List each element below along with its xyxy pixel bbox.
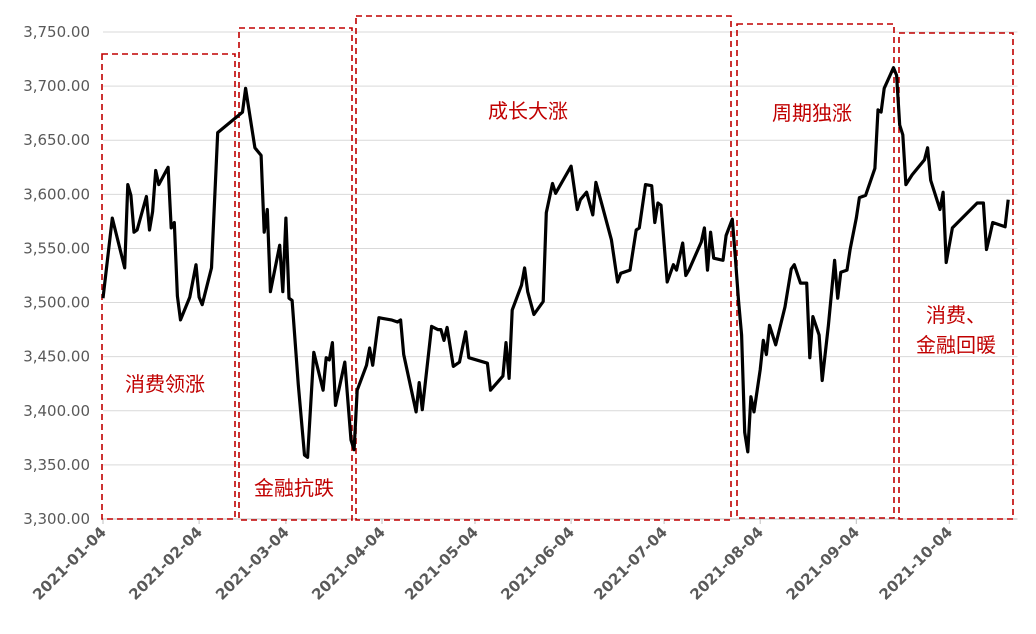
y-tick-label: 3,600.00 (23, 185, 90, 203)
annotation-box (355, 15, 732, 521)
y-tick-label: 3,450.00 (23, 348, 90, 366)
y-tick-label: 3,650.00 (23, 131, 90, 149)
y-tick-label: 3,750.00 (23, 23, 90, 41)
annotation-text: 金融回暖 (916, 333, 996, 357)
x-tick-label: 2021-02-04 (125, 523, 206, 604)
annotation-box (898, 32, 1014, 520)
x-tick-label: 2021-04-04 (308, 523, 389, 604)
x-tick-label: 2021-03-04 (212, 523, 293, 604)
y-tick-label: 3,300.00 (23, 510, 90, 528)
x-tick-label: 2021-10-04 (876, 523, 957, 604)
annotation-text: 金融抗跌 (254, 476, 334, 500)
x-tick-label: 2021-06-04 (497, 523, 578, 604)
annotation-box (101, 53, 236, 520)
price-line (101, 66, 1010, 459)
x-tick-label: 2021-07-04 (590, 523, 671, 604)
annotation-box (238, 27, 353, 521)
y-tick-label: 3,700.00 (23, 77, 90, 95)
x-tick-label: 2021-08-04 (686, 523, 767, 604)
annotation-text: 消费、 (926, 303, 986, 327)
annotation-text: 消费领涨 (125, 372, 205, 396)
x-tick-label: 2021-01-04 (29, 523, 110, 604)
y-tick-label: 3,400.00 (23, 402, 90, 420)
y-tick-label: 3,550.00 (23, 239, 90, 257)
x-tick-label: 2021-09-04 (783, 523, 864, 604)
y-tick-label: 3,500.00 (23, 294, 90, 312)
x-tick-label: 2021-05-04 (401, 523, 482, 604)
annotation-box (736, 23, 895, 519)
annotation-text: 周期独涨 (772, 101, 852, 125)
y-tick-label: 3,350.00 (23, 456, 90, 474)
annotation-text: 成长大涨 (488, 99, 568, 123)
